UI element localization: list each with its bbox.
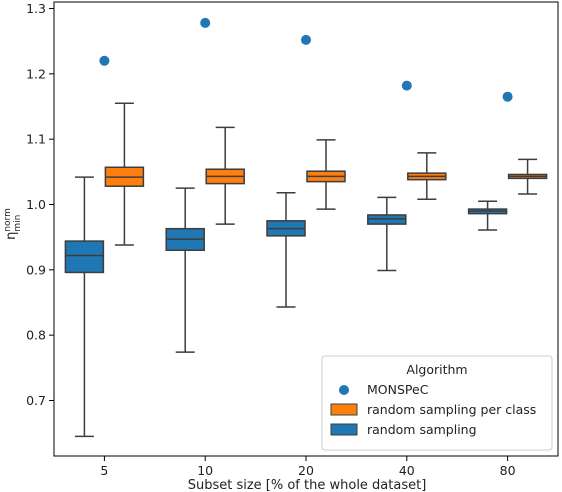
- x-tick-label: 10: [197, 463, 213, 478]
- legend-marker-monspec: [339, 385, 349, 395]
- legend: Algorithm MONSPeC random sampling per clas…: [321, 355, 553, 451]
- monspec-point-0: [99, 55, 110, 66]
- x-axis-label: Subset size [% of the whole dataset]: [188, 478, 427, 492]
- x-tick-label: 40: [399, 463, 415, 478]
- box-perclass-2: [306, 139, 346, 210]
- y-tick-label: 1.3: [26, 1, 46, 16]
- y-axis-label: ηminnorm: [3, 208, 23, 240]
- y-axis-label-sub: min: [13, 215, 23, 232]
- y-axis-label-main: η: [4, 232, 19, 240]
- y-tick-label: 1.2: [26, 66, 46, 81]
- x-tick-label: 5: [100, 463, 108, 478]
- box-random-1: [165, 187, 205, 353]
- y-tick-label: 1.1: [26, 132, 46, 147]
- x-tick-label: 20: [298, 463, 314, 478]
- box-perclass-4: [507, 158, 548, 195]
- y-tick-label: 0.9: [26, 262, 46, 277]
- box-random-0: [64, 176, 105, 438]
- legend-marker-random-per-class: [330, 403, 358, 416]
- x-tick-label: 80: [500, 463, 516, 478]
- legend-box: [321, 355, 553, 451]
- legend-entry-label: random sampling per class: [367, 402, 536, 417]
- box-iqr: [64, 240, 105, 274]
- y-tick-label: 0.8: [26, 328, 46, 343]
- box-random-2: [266, 191, 306, 308]
- monspec-point-4: [502, 91, 513, 102]
- monspec-point-2: [301, 34, 311, 45]
- box-random-4: [467, 200, 508, 231]
- box-perclass-3: [407, 152, 447, 201]
- legend-entry-label: MONSPeC: [367, 382, 429, 397]
- legend-entry-label: random sampling: [367, 422, 477, 437]
- monspec-point-3: [401, 80, 412, 91]
- plot-area: 0.7 0.8 0.9 1.0 1.1 1.2 1.3 5 10 20 40 80 Algorithm M…: [26, 1, 559, 478]
- box-perclass-0: [104, 102, 145, 246]
- box-random-3: [367, 196, 407, 272]
- y-axis-label-sup: norm: [3, 208, 13, 232]
- y-tick-label: 1.0: [26, 197, 46, 212]
- legend-marker-random: [330, 423, 358, 436]
- y-tick-label: 0.7: [26, 393, 46, 408]
- box-perclass-1: [205, 126, 245, 225]
- legend-title: Algorithm: [406, 362, 467, 377]
- monspec-point-1: [200, 17, 211, 28]
